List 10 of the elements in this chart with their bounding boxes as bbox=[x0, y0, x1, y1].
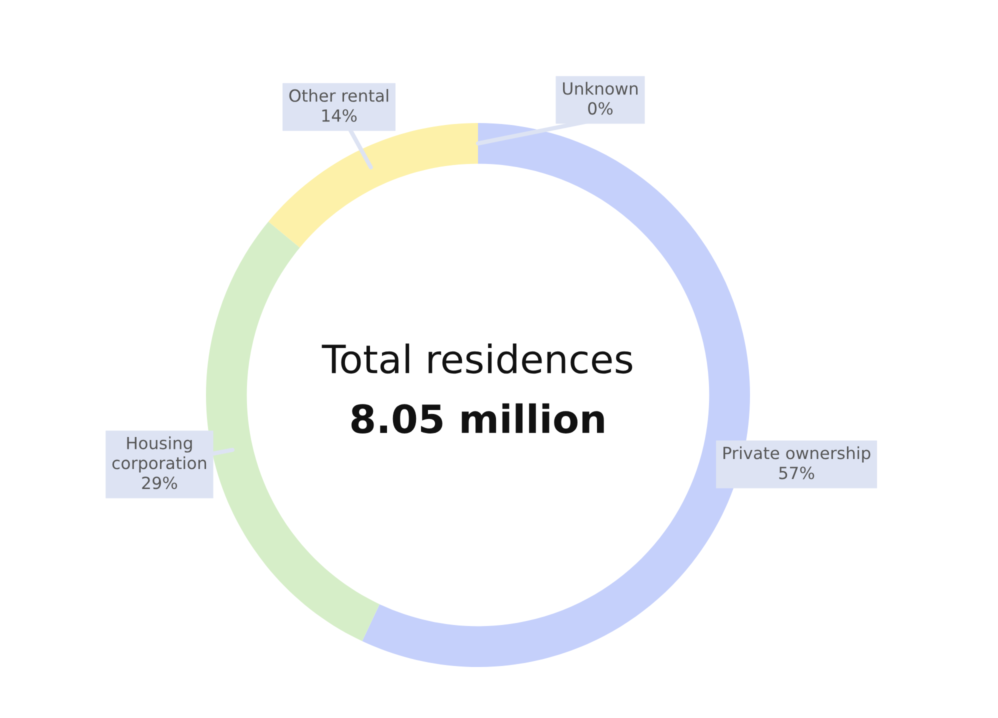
data-label: 14% bbox=[322, 109, 357, 122]
text: Total residences bbox=[322, 344, 632, 374]
data-label: 57% bbox=[779, 466, 814, 480]
data-label: 29% bbox=[142, 476, 178, 490]
category-label: Unknown bbox=[563, 82, 638, 95]
slice-label: Other rental bbox=[289, 89, 388, 102]
slice-label: Housing corporation bbox=[112, 436, 206, 472]
slice-label: Private ownership bbox=[723, 446, 870, 463]
text: 8.05 million bbox=[352, 403, 604, 434]
text: 0% bbox=[588, 102, 613, 115]
